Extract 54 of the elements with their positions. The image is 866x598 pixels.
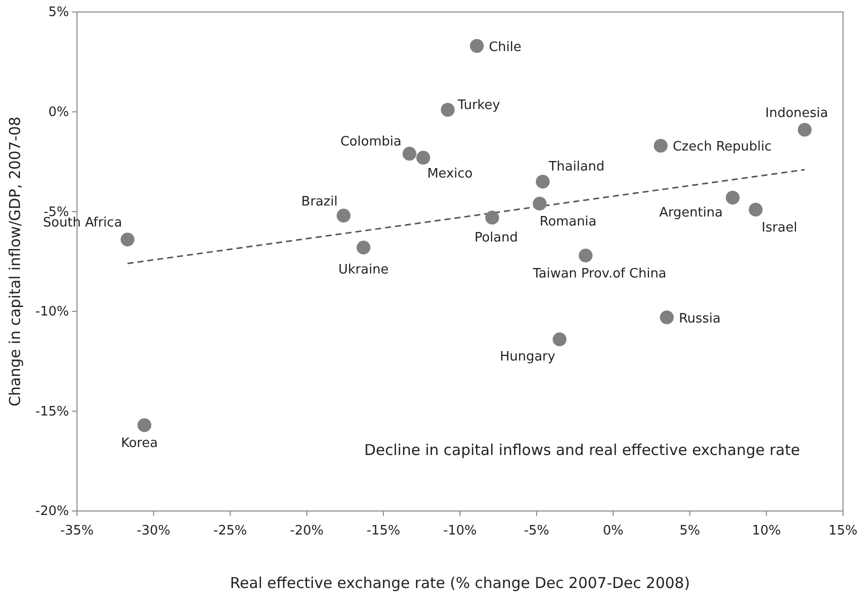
x-tick-label: -35%	[60, 524, 94, 539]
point	[402, 146, 416, 161]
y-tick-label: -20%	[35, 504, 69, 520]
annotation: Colombia	[340, 134, 402, 150]
point	[578, 248, 593, 262]
x-tick-label: -10%	[443, 524, 477, 539]
annotation: Taiwan Prov.of China	[532, 266, 666, 282]
point	[470, 39, 484, 53]
point	[120, 232, 134, 246]
point	[798, 122, 812, 137]
point	[356, 240, 370, 254]
point	[748, 202, 763, 216]
annotation: Ukraine	[338, 262, 389, 278]
annotation: Indonesia	[765, 106, 828, 121]
x-tick-label: 0%	[602, 524, 624, 539]
point	[416, 150, 430, 165]
annotation: Decline in capital inflows and real effective exchange rate	[364, 441, 800, 459]
x-tick-label: -25%	[213, 524, 247, 539]
annotation: Turkey	[456, 98, 500, 113]
y-tick-label: 0%	[48, 104, 69, 120]
y-tick-label: -15%	[35, 404, 69, 420]
annotation: Romania	[540, 214, 597, 230]
point	[485, 210, 500, 224]
point	[552, 332, 566, 346]
y-tick-label: 5%	[48, 5, 69, 20]
x-tick-label: -30%	[136, 524, 170, 539]
annotation: Czech Republic	[672, 140, 772, 155]
y-axis-title: Change in capital inflow/GDP, 2007-08	[6, 116, 24, 406]
annotation: Mexico	[427, 166, 473, 182]
point	[532, 196, 547, 211]
annotation: Poland	[474, 230, 518, 246]
x-tick-label: -20%	[290, 524, 324, 539]
point	[726, 190, 740, 205]
point	[138, 418, 152, 432]
annotation: Hungary	[500, 349, 556, 364]
x-tick-label: 15%	[828, 524, 858, 539]
x-tick-label: -5%	[524, 524, 550, 539]
point	[654, 138, 668, 153]
annotation: Russia	[678, 311, 721, 326]
annotation: Korea	[120, 436, 158, 452]
annotation: Brazil	[301, 194, 338, 210]
annotation: Chile	[488, 40, 522, 55]
point	[660, 310, 674, 324]
x-axis-title: Real effective exchange rate (% change Dec 2007-Dec 2008)	[230, 574, 690, 592]
annotation: Israel	[762, 220, 798, 236]
x-tick-label: 10%	[752, 524, 781, 539]
point	[336, 208, 350, 222]
x-tick-label: -15%	[366, 524, 400, 539]
x-tick-label: 5%	[679, 524, 700, 539]
point	[440, 102, 455, 117]
annotation: Thailand	[548, 160, 605, 175]
y-tick-label: -10%	[35, 304, 69, 320]
annotation: Argentina	[659, 206, 723, 221]
point	[536, 174, 550, 189]
